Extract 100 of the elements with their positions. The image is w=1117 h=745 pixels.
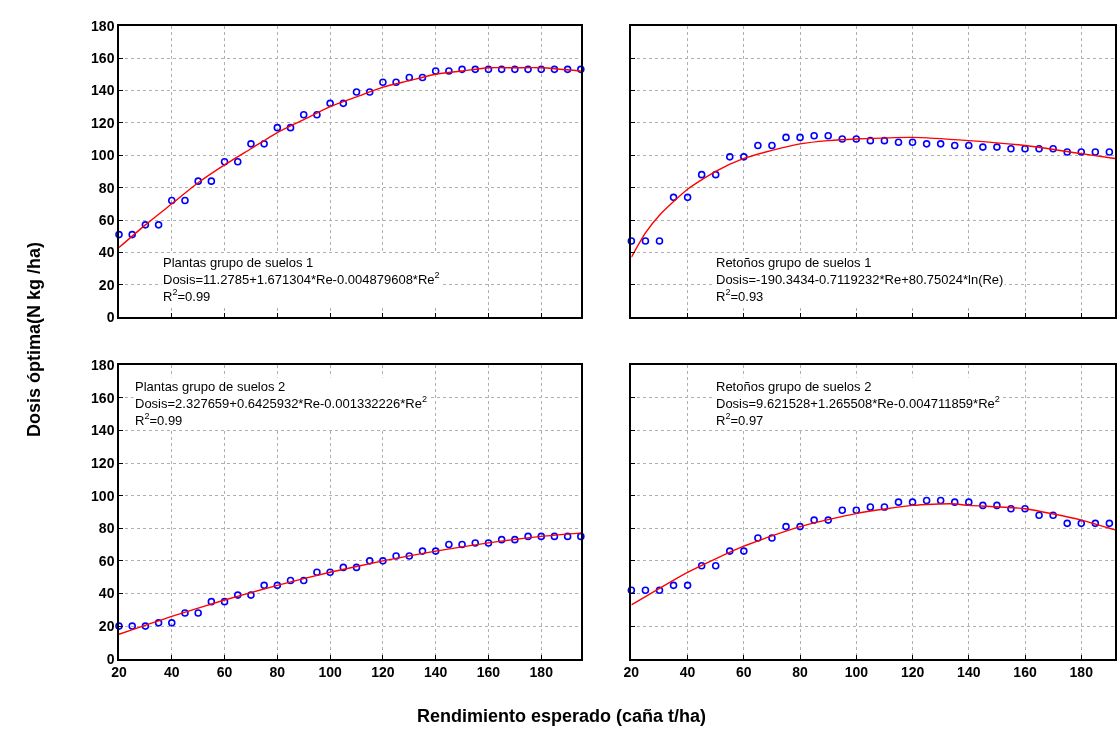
point bbox=[979, 143, 987, 151]
point bbox=[418, 73, 427, 82]
point bbox=[471, 539, 480, 547]
point bbox=[936, 496, 945, 505]
point bbox=[1077, 148, 1086, 156]
point bbox=[550, 532, 559, 541]
point bbox=[683, 193, 692, 202]
y-tick-label: 180 bbox=[91, 357, 115, 374]
point bbox=[511, 535, 519, 544]
point bbox=[1049, 511, 1057, 519]
point bbox=[431, 547, 440, 555]
point bbox=[852, 506, 861, 515]
point bbox=[247, 591, 255, 599]
point bbox=[1091, 519, 1100, 528]
point bbox=[950, 141, 959, 150]
point bbox=[979, 501, 987, 510]
y-tick-label: 180 bbox=[91, 17, 115, 34]
point bbox=[725, 153, 734, 161]
x-tick-label: 160 bbox=[1013, 664, 1037, 681]
point bbox=[740, 547, 748, 555]
y-tick-label: 20 bbox=[98, 276, 115, 293]
point bbox=[220, 597, 229, 606]
point bbox=[194, 177, 202, 185]
point bbox=[511, 65, 519, 74]
point bbox=[993, 501, 1001, 510]
point bbox=[1021, 504, 1029, 513]
point bbox=[754, 141, 762, 150]
point bbox=[167, 196, 176, 205]
point bbox=[154, 619, 163, 627]
y-tick-label: 0 bbox=[106, 650, 115, 667]
point bbox=[484, 539, 493, 547]
point bbox=[154, 221, 163, 229]
point bbox=[141, 622, 150, 630]
point bbox=[1105, 148, 1114, 156]
point bbox=[993, 143, 1001, 151]
point bbox=[141, 221, 150, 229]
y-tick-label: 60 bbox=[98, 552, 115, 569]
point bbox=[233, 157, 242, 166]
point bbox=[286, 123, 295, 132]
point bbox=[352, 563, 361, 572]
point bbox=[669, 193, 678, 202]
annotation: Plantas grupo de suelos 2 bbox=[135, 379, 286, 394]
point bbox=[181, 609, 189, 617]
point bbox=[683, 581, 692, 590]
point bbox=[824, 516, 832, 524]
point bbox=[964, 141, 973, 150]
point bbox=[1063, 148, 1071, 156]
x-tick-label: 40 bbox=[163, 664, 180, 681]
y-tick-label: 160 bbox=[91, 49, 115, 66]
annotation: Dosis=-190.3434-0.7119232*Re+80.75024*ln(Re) bbox=[716, 271, 1004, 287]
point bbox=[392, 552, 400, 560]
point bbox=[220, 157, 229, 166]
annotation: R$^{2}$=0.99 bbox=[135, 411, 183, 428]
point bbox=[1007, 504, 1015, 513]
point bbox=[207, 177, 216, 185]
x-tick-label: 60 bbox=[736, 664, 752, 681]
point bbox=[260, 581, 268, 590]
x-tick-label: 100 bbox=[318, 664, 343, 681]
point bbox=[838, 506, 847, 515]
point bbox=[964, 498, 973, 506]
point bbox=[273, 123, 282, 132]
point bbox=[1035, 144, 1043, 153]
point bbox=[273, 581, 282, 590]
point bbox=[627, 586, 636, 595]
x-axis-title: Rendimiento esperado (caña t/ha) bbox=[417, 706, 707, 726]
y-tick-label: 140 bbox=[91, 422, 115, 439]
point bbox=[880, 503, 889, 511]
y-tick-label: 80 bbox=[98, 179, 115, 196]
x-tick-label: 140 bbox=[424, 664, 448, 681]
y-tick-label: 160 bbox=[91, 389, 115, 406]
point bbox=[299, 576, 308, 585]
annotation: Retoños grupo de suelos 2 bbox=[716, 379, 872, 394]
point bbox=[577, 65, 585, 74]
point bbox=[418, 547, 427, 555]
point bbox=[796, 133, 804, 142]
point bbox=[313, 110, 321, 119]
y-tick-label: 100 bbox=[91, 487, 115, 504]
annotation: Retoños grupo de suelos 1 bbox=[716, 255, 872, 270]
point bbox=[167, 619, 176, 627]
point bbox=[1091, 148, 1100, 156]
point bbox=[740, 153, 748, 161]
point bbox=[128, 622, 136, 630]
x-tick-label: 80 bbox=[269, 664, 286, 681]
point bbox=[838, 135, 847, 143]
point bbox=[711, 170, 720, 179]
annotation: Plantas grupo de suelos 1 bbox=[163, 255, 314, 270]
point bbox=[365, 88, 374, 96]
point bbox=[445, 540, 453, 549]
point bbox=[352, 88, 361, 96]
point bbox=[392, 78, 400, 87]
point bbox=[894, 138, 903, 147]
point bbox=[524, 65, 532, 74]
point bbox=[669, 581, 678, 590]
point bbox=[563, 65, 572, 74]
x-tick-label: 120 bbox=[900, 664, 925, 681]
annotation: Dosis=11.2785+1.671304*Re-0.004879608*Re$^{2}$ bbox=[163, 270, 440, 287]
point bbox=[405, 73, 414, 82]
point bbox=[431, 67, 440, 75]
point bbox=[365, 557, 374, 565]
annotation: R$^{2}$=0.97 bbox=[716, 411, 764, 428]
